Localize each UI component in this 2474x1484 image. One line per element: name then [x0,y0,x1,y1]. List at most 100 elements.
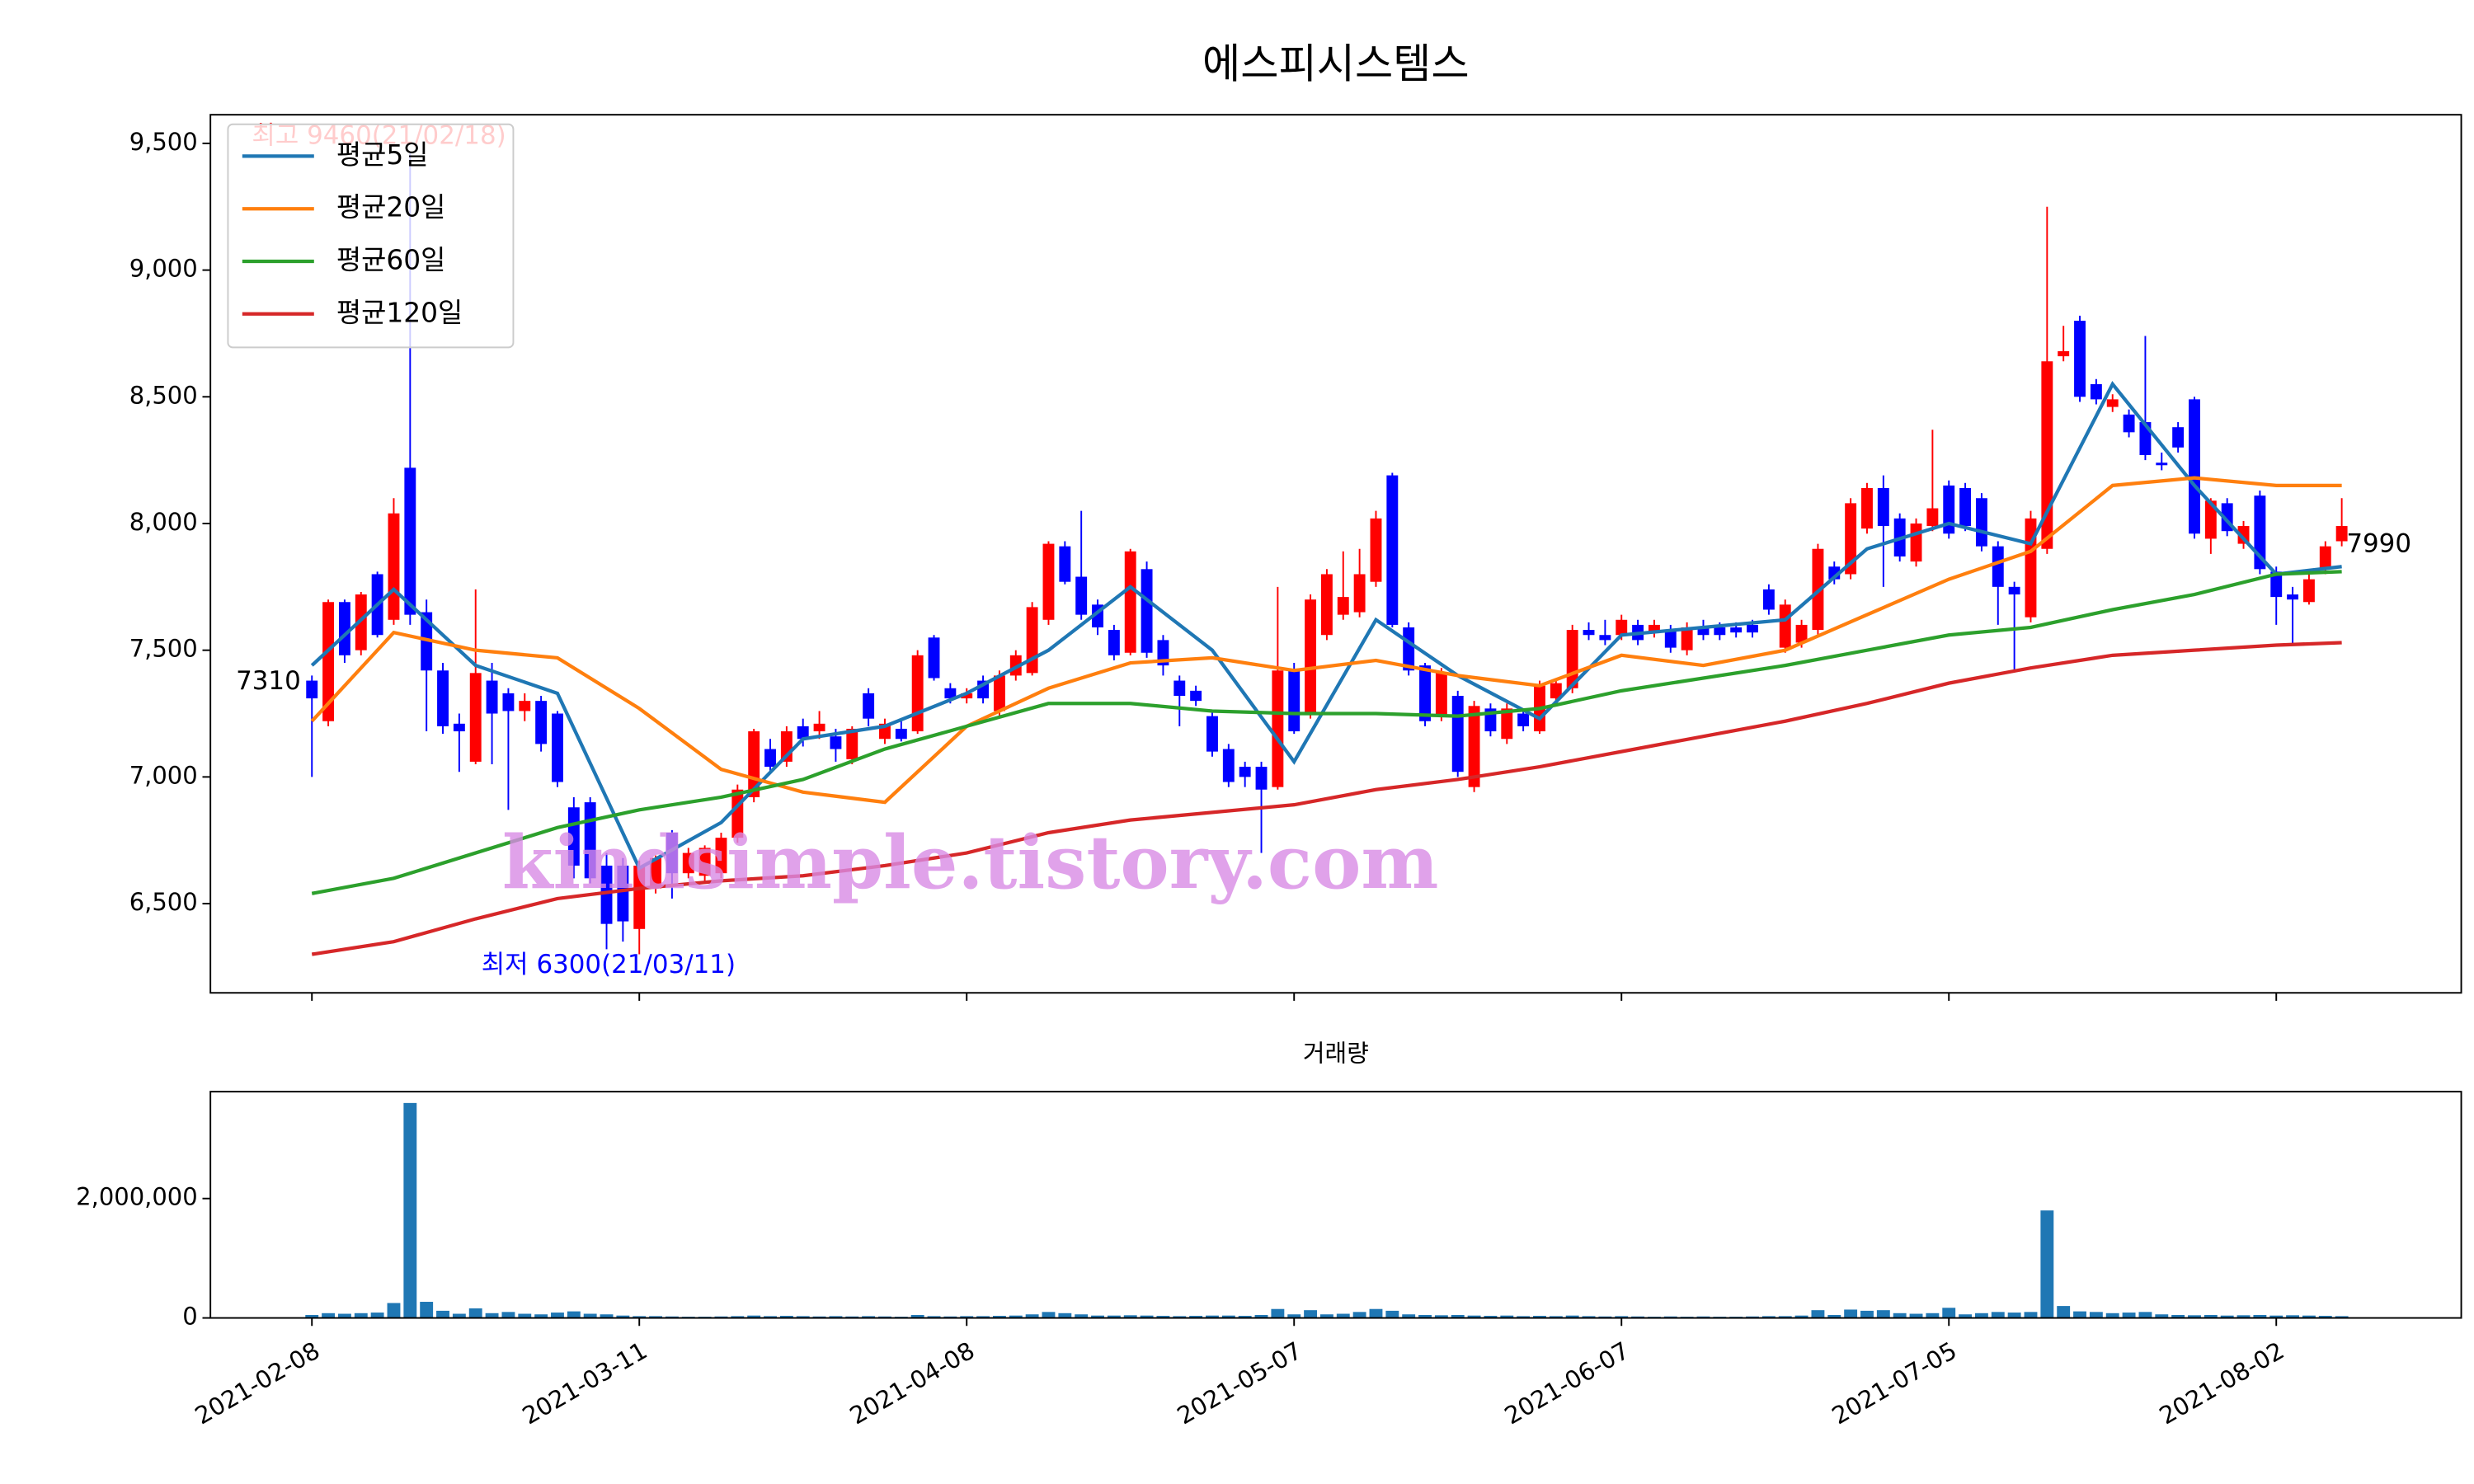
candle-body [2319,546,2331,570]
candle-body [502,693,515,711]
volume-bar [1467,1315,1481,1318]
candle-body [993,675,1005,711]
volume-bar [1893,1313,1907,1318]
volume-bar [731,1316,745,1318]
candle-body [1419,665,1431,721]
volume-bar [403,1102,417,1318]
candle-body [1337,597,1349,615]
volume-bar [534,1314,548,1318]
candle-body [846,728,858,759]
candle-body [944,688,957,699]
volume-bar [1794,1315,1808,1318]
candle-body [1845,503,1857,575]
candle-body [2123,414,2135,433]
volume-bar [1517,1316,1531,1318]
candle-body [1861,487,1873,529]
candle-body [2058,350,2070,357]
candle-body [961,693,973,699]
candle-body [650,857,662,889]
volume-bar [1385,1310,1399,1318]
volume-bar [2040,1210,2054,1318]
volume-bar [1582,1316,1596,1318]
volume-bar [1221,1315,1235,1318]
candle-body [1305,599,1317,714]
candle-body [1206,716,1218,752]
candle-body [453,723,465,732]
candle-body [1730,627,1743,633]
candle-body [1926,508,1939,527]
volume-bar [551,1313,564,1318]
volume-bar [1042,1312,1056,1318]
volume-bar [1484,1316,1498,1318]
candle-body [1026,607,1038,674]
volume-bar [2236,1315,2251,1318]
volume-bar [2155,1314,2169,1318]
volume-bar [354,1313,368,1318]
annotation: 7310 [236,666,301,696]
candle-body [1599,635,1611,641]
volume-bar [420,1302,434,1318]
candle-body [338,602,350,655]
candle-body [682,852,694,874]
candle-body [1451,696,1464,773]
candle-body [600,865,613,924]
volume-bar [1565,1315,1579,1318]
volume-bar [829,1316,843,1318]
volume-bar [2318,1316,2332,1318]
candle-body [1075,576,1088,615]
volume-bar [436,1310,449,1318]
candle-body [1762,589,1775,610]
volume-bar [1009,1315,1023,1318]
volume-bar [1369,1308,1383,1318]
volume-bar [1761,1316,1776,1318]
volume-bar [2007,1313,2021,1318]
volume-bar [927,1316,941,1318]
candle-body [617,865,629,922]
candle-body [698,848,711,876]
candle-body [1664,630,1677,648]
plot-area [305,1102,2349,1318]
y-tick-label: 6,500 [129,888,198,916]
volume-bar [1418,1314,1432,1318]
volume-bar [567,1311,581,1318]
y-tick-label: 2,000,000 [76,1183,198,1211]
volume-bar [2188,1315,2201,1318]
volume-bar [2089,1312,2103,1318]
volume-bar [992,1316,1006,1318]
legend-label: 평균120일 [336,296,463,328]
volume-bar [2171,1314,2185,1318]
candle-body [1255,767,1268,790]
volume-bar [747,1315,761,1318]
volume-bar [2220,1315,2234,1318]
legend-label: 평균60일 [336,244,446,276]
moving-average-line [311,641,2342,956]
volume-bar [1025,1314,1039,1318]
volume-bar [485,1313,499,1318]
volume-bar [1778,1316,1792,1318]
volume-bar [1844,1309,1858,1318]
candle-body [2008,586,2020,595]
candle-body [1747,624,1758,633]
candle-body [1517,713,1530,726]
volume-bar [2253,1314,2267,1318]
volume-bar [337,1313,351,1318]
candle-body [1370,518,1382,582]
legend-box [227,123,515,349]
candle-body [306,680,318,699]
candle-body [666,832,678,874]
volume-bar [2073,1311,2086,1318]
volume-bar [600,1314,614,1318]
volume-bar [910,1314,924,1318]
candle-body [552,713,563,782]
candle-body [911,655,924,732]
volume-bar [1500,1315,1514,1318]
candle-body [1779,604,1791,648]
volume-bar [1811,1310,1825,1318]
axes-frame [209,114,2462,994]
volume-bar [2024,1312,2038,1318]
volume-bar [1123,1315,1137,1318]
volume-bar [1942,1308,1956,1318]
volume-bar [616,1315,630,1318]
candle-body [1681,627,1693,650]
